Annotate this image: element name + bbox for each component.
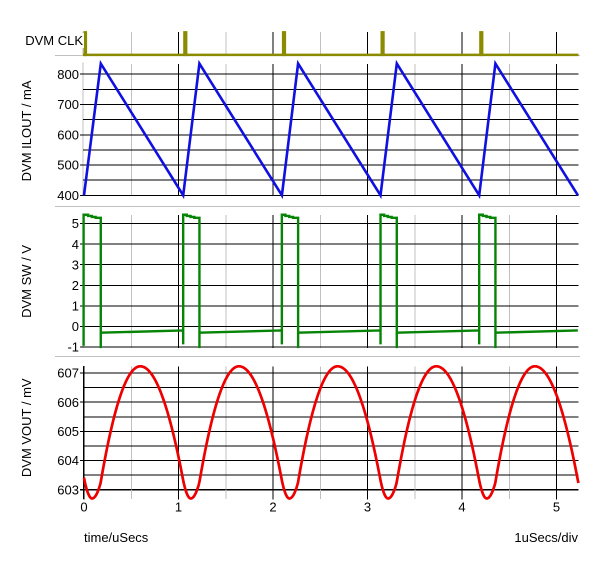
svg-text:5: 5 bbox=[553, 500, 560, 515]
svg-text:2: 2 bbox=[269, 500, 276, 515]
svg-text:2: 2 bbox=[72, 278, 79, 293]
svg-text:3: 3 bbox=[364, 500, 371, 515]
svg-text:607: 607 bbox=[57, 366, 79, 381]
svg-text:0: 0 bbox=[80, 500, 87, 515]
svg-text:400: 400 bbox=[57, 188, 79, 203]
svg-text:4: 4 bbox=[72, 237, 79, 252]
svg-text:-1: -1 bbox=[67, 340, 79, 355]
svg-text:800: 800 bbox=[57, 67, 79, 82]
svg-text:DVM SW / V: DVM SW / V bbox=[19, 245, 34, 318]
svg-text:DVM VOUT / mV: DVM VOUT / mV bbox=[19, 378, 34, 477]
svg-text:1: 1 bbox=[175, 500, 182, 515]
svg-text:606: 606 bbox=[57, 395, 79, 410]
svg-text:1uSecs/div: 1uSecs/div bbox=[514, 530, 578, 545]
svg-text:700: 700 bbox=[57, 97, 79, 112]
svg-text:DVM ILOUT / mA: DVM ILOUT / mA bbox=[19, 80, 34, 181]
svg-text:604: 604 bbox=[57, 453, 79, 468]
svg-text:0: 0 bbox=[72, 319, 79, 334]
svg-text:4: 4 bbox=[458, 500, 465, 515]
svg-text:DVM CLK: DVM CLK bbox=[25, 33, 83, 48]
svg-text:time/uSecs: time/uSecs bbox=[84, 530, 149, 545]
svg-text:500: 500 bbox=[57, 158, 79, 173]
svg-text:1: 1 bbox=[72, 298, 79, 313]
svg-text:5: 5 bbox=[72, 216, 79, 231]
svg-text:605: 605 bbox=[57, 424, 79, 439]
svg-text:603: 603 bbox=[57, 482, 79, 497]
svg-text:600: 600 bbox=[57, 127, 79, 142]
svg-text:3: 3 bbox=[72, 257, 79, 272]
